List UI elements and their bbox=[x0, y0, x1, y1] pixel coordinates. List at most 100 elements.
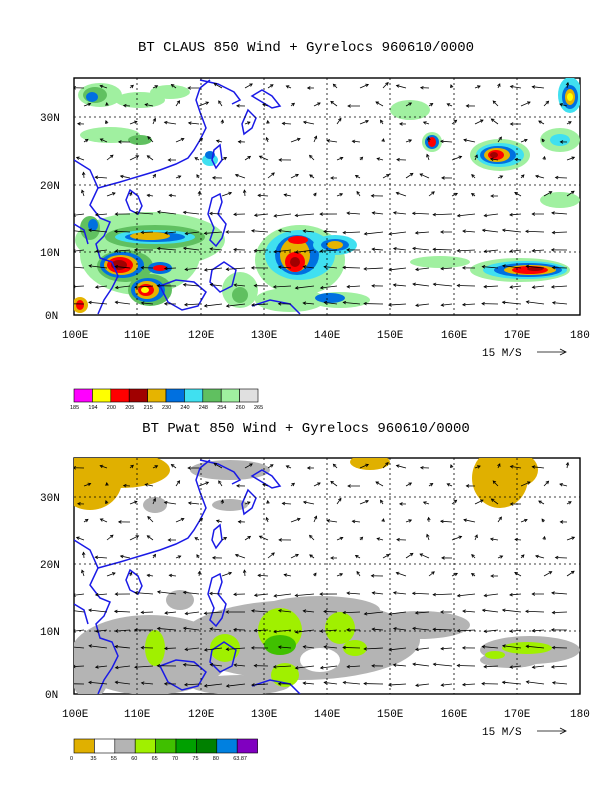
wind-arrowhead-icon bbox=[134, 285, 138, 289]
wind-arrow-icon bbox=[510, 285, 522, 288]
wind-arrowhead-icon bbox=[453, 499, 458, 504]
wind-arrowhead-icon bbox=[114, 644, 119, 649]
panel1-cloud-field bbox=[74, 78, 580, 313]
wind-arrowhead-icon bbox=[483, 249, 488, 254]
wind-arrowhead-icon bbox=[295, 173, 299, 178]
wind-arrowhead-icon bbox=[87, 102, 92, 107]
wind-arrowhead-icon bbox=[441, 556, 445, 560]
wind-arrowhead-icon bbox=[509, 84, 514, 89]
wind-arrowhead-icon bbox=[154, 465, 159, 469]
wind-arrow-icon bbox=[440, 520, 453, 523]
wind-arrowhead-icon bbox=[456, 248, 461, 253]
wind-arrowhead-icon bbox=[514, 192, 518, 196]
wind-arrow-icon bbox=[251, 303, 269, 306]
wind-arrow-icon bbox=[147, 136, 154, 143]
wind-arrowhead-icon bbox=[525, 644, 530, 649]
wind-arrowhead-icon bbox=[429, 483, 434, 487]
wind-arrowhead-icon bbox=[180, 137, 185, 142]
reference-arrowhead-icon bbox=[559, 727, 567, 735]
wind-arrow-icon bbox=[490, 158, 499, 161]
wind-arrow-icon bbox=[95, 249, 108, 252]
wind-arrowhead-icon bbox=[88, 680, 92, 685]
wind-arrowhead-icon bbox=[182, 210, 187, 215]
wind-arrow-icon bbox=[76, 537, 85, 541]
wind-arrowhead-icon bbox=[294, 286, 299, 290]
x-tick-120e: 120E bbox=[188, 709, 215, 721]
x-tick-140e: 140E bbox=[314, 709, 341, 721]
wind-arrowhead-icon bbox=[481, 228, 486, 233]
wind-arrowhead-icon bbox=[548, 571, 553, 575]
wind-arrowhead-icon bbox=[313, 572, 317, 577]
wind-arrowhead-icon bbox=[470, 193, 475, 197]
wind-arrowhead-icon bbox=[194, 537, 199, 541]
wind-arrowhead-icon bbox=[363, 647, 367, 651]
wind-arrowhead-icon bbox=[342, 300, 347, 305]
wind-arrow-icon bbox=[89, 645, 108, 649]
wind-arrowhead-icon bbox=[144, 483, 149, 487]
wind-arrowhead-icon bbox=[233, 247, 237, 252]
wind-arrow-icon bbox=[295, 665, 315, 669]
wind-arrow-icon bbox=[204, 303, 223, 307]
y-tick-20n: 20N bbox=[40, 181, 60, 193]
wind-arrowhead-icon bbox=[471, 174, 475, 178]
x-tick-110e: 110E bbox=[124, 330, 151, 342]
wind-arrowhead-icon bbox=[342, 230, 346, 235]
wind-arrow-icon bbox=[566, 536, 575, 541]
wind-arrowhead-icon bbox=[426, 153, 430, 158]
wind-arrow-icon bbox=[502, 265, 522, 269]
wind-arrowhead-icon bbox=[450, 464, 454, 468]
wind-arrow-icon bbox=[175, 175, 181, 179]
wind-arrow-icon bbox=[433, 663, 453, 667]
wind-arrowhead-icon bbox=[134, 591, 138, 595]
wind-arrow-icon bbox=[347, 665, 361, 668]
wind-arrow-icon bbox=[336, 193, 343, 197]
x-tick-170e: 170E bbox=[504, 330, 531, 342]
wind-arrow-icon bbox=[415, 267, 430, 271]
wind-arrowhead-icon bbox=[184, 611, 189, 616]
wind-arrowhead-icon bbox=[285, 465, 290, 469]
wind-arrowhead-icon bbox=[114, 592, 119, 596]
wind-arrow-icon bbox=[134, 592, 154, 595]
wind-arrow-icon bbox=[100, 138, 108, 143]
wind-arrowhead-icon bbox=[271, 172, 275, 176]
wind-arrowhead-icon bbox=[266, 499, 270, 504]
wind-arrow-icon bbox=[372, 592, 384, 595]
wind-arrowhead-icon bbox=[509, 285, 514, 289]
wind-arrowhead-icon bbox=[381, 518, 385, 522]
wind-arrowhead-icon bbox=[94, 175, 99, 180]
wind-arrow-icon bbox=[526, 301, 545, 305]
wind-arrowhead-icon bbox=[258, 155, 263, 159]
wind-arrow-icon bbox=[303, 646, 315, 649]
wind-arrow-icon bbox=[251, 230, 269, 233]
wind-arrowhead-icon bbox=[332, 83, 337, 88]
wind-arrowhead-icon bbox=[409, 172, 414, 177]
wind-arrow-icon bbox=[83, 103, 91, 107]
wind-arrowhead-icon bbox=[95, 249, 99, 253]
wind-arrow-icon bbox=[147, 194, 154, 197]
wind-arrowhead-icon bbox=[313, 192, 317, 197]
wind-arrowhead-icon bbox=[156, 626, 161, 631]
wind-arrowhead-icon bbox=[446, 103, 451, 107]
wind-arrow-icon bbox=[226, 303, 246, 307]
wind-arrowhead-icon bbox=[439, 519, 444, 524]
wind-arrowhead-icon bbox=[265, 136, 269, 141]
wind-arrow-icon bbox=[497, 516, 502, 523]
colorbar-swatch bbox=[155, 738, 177, 754]
y-tick-30n: 30N bbox=[40, 493, 60, 505]
wind-arrow-icon bbox=[551, 665, 568, 668]
wind-arrow-icon bbox=[204, 267, 223, 271]
wind-arrowhead-icon bbox=[130, 464, 134, 469]
wind-arrow-icon bbox=[83, 172, 85, 179]
wind-arrow-icon bbox=[393, 664, 407, 667]
y-tick-0n: 0N bbox=[45, 311, 58, 323]
wind-arrow-icon bbox=[433, 283, 453, 287]
wind-arrowhead-icon bbox=[323, 300, 328, 305]
wind-arrowhead-icon bbox=[302, 500, 307, 505]
wind-arrowhead-icon bbox=[250, 229, 255, 233]
wind-arrowhead-icon bbox=[392, 211, 397, 215]
wind-arrow-icon bbox=[451, 193, 458, 197]
wind-arrowhead-icon bbox=[395, 191, 400, 196]
wind-arrowhead-icon bbox=[427, 136, 431, 141]
x-tick-170e: 170E bbox=[504, 709, 531, 721]
wind-arrowhead-icon bbox=[156, 283, 161, 288]
